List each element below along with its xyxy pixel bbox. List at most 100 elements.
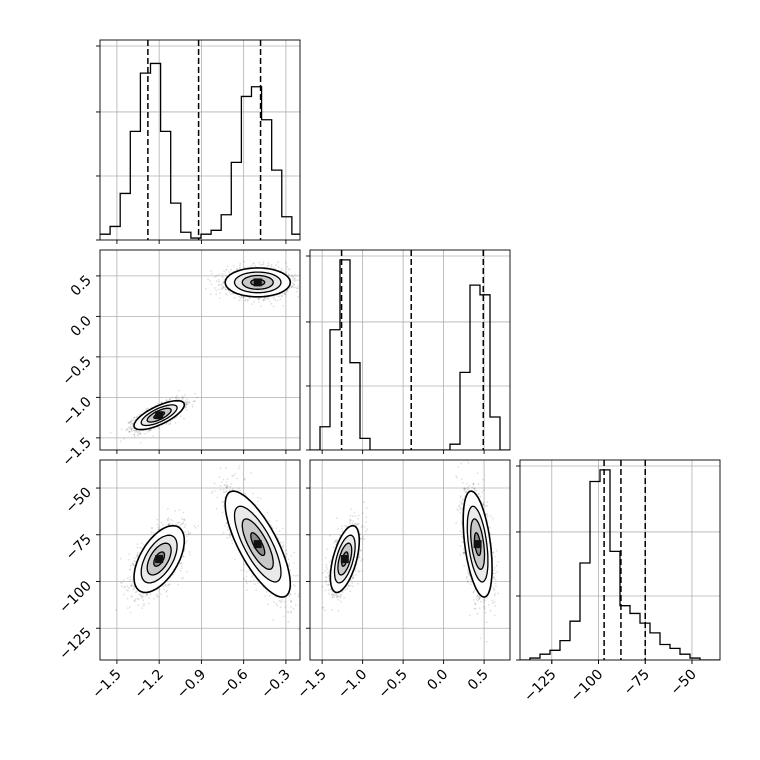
scatter-point	[220, 287, 223, 289]
scatter-point	[123, 593, 125, 596]
scatter-point	[184, 400, 187, 403]
scatter-point	[274, 299, 277, 302]
scatter-point	[136, 551, 139, 554]
scatter-point	[250, 265, 252, 267]
scatter-point	[286, 289, 289, 292]
scatter-point	[184, 519, 186, 522]
scatter-point	[180, 565, 183, 567]
scatter-point	[259, 263, 262, 266]
histogram-bin	[360, 438, 370, 450]
scatter-point	[241, 295, 243, 298]
scatter-point	[215, 289, 218, 292]
histogram-bin	[221, 215, 231, 240]
scatter-point	[182, 556, 185, 558]
scatter-point	[130, 421, 133, 423]
scatter-point	[178, 562, 181, 565]
scatter-point	[171, 396, 174, 399]
scatter-point	[175, 523, 178, 525]
scatter-point	[183, 549, 186, 551]
scatter-point	[174, 421, 177, 424]
scatter-point	[286, 266, 289, 268]
scatter-point	[130, 419, 133, 422]
scatter-point	[181, 517, 183, 520]
scatter-point	[281, 295, 283, 298]
scatter-point	[258, 261, 260, 264]
scatter-point	[224, 288, 227, 291]
scatter-point	[218, 288, 220, 291]
scatter-point	[220, 288, 223, 290]
scatter-point	[132, 563, 134, 565]
scatter-point	[126, 577, 129, 580]
scatter-point	[134, 560, 137, 563]
histogram-bin	[330, 330, 340, 450]
scatter-point	[219, 292, 222, 295]
scatter-point	[222, 286, 225, 288]
scatter-point	[294, 273, 297, 276]
scatter-point	[133, 599, 136, 602]
scatter-point	[165, 398, 168, 401]
scatter-point	[158, 588, 161, 591]
scatter-point	[162, 523, 165, 526]
scatter-point	[142, 599, 145, 602]
scatter-point	[184, 523, 187, 526]
scatter-point	[165, 400, 168, 402]
scatter-point	[129, 420, 132, 423]
scatter-point	[232, 292, 234, 295]
scatter-point	[146, 593, 149, 596]
scatter-point	[130, 429, 133, 432]
scatter-panel-param1-vs-param2	[96, 249, 315, 454]
scatter-point	[137, 604, 140, 607]
scatter-point	[214, 276, 216, 278]
scatter-point	[264, 297, 266, 300]
scatter-point	[223, 270, 226, 273]
scatter-point	[266, 265, 269, 267]
scatter-point	[115, 609, 117, 612]
scatter-point	[269, 300, 271, 303]
scatter-point	[182, 522, 185, 525]
scatter-point	[218, 297, 221, 300]
scatter-point	[217, 279, 220, 281]
scatter-point	[211, 272, 213, 275]
scatter-point	[128, 430, 131, 433]
scatter-point	[225, 275, 228, 277]
scatter-point	[254, 265, 257, 267]
scatter-point	[169, 522, 171, 525]
scatter-point	[282, 305, 285, 307]
scatter-point	[221, 276, 224, 279]
scatter-point	[182, 576, 184, 579]
scatter-point	[248, 297, 251, 300]
scatter-point	[167, 523, 170, 526]
scatter-point	[191, 404, 194, 406]
scatter-point	[296, 287, 298, 290]
scatter-point	[122, 437, 125, 440]
scatter-point	[210, 270, 213, 272]
scatter-point	[226, 265, 229, 268]
scatter-point	[297, 279, 300, 281]
scatter-point	[226, 293, 228, 296]
scatter-point	[133, 433, 136, 436]
scatter-point	[166, 508, 169, 510]
scatter-point	[209, 293, 212, 296]
scatter-point	[160, 521, 163, 524]
scatter-point	[121, 581, 124, 584]
scatter-point	[133, 587, 136, 590]
density-peak	[253, 278, 262, 287]
scatter-point	[291, 285, 294, 288]
scatter-point	[109, 432, 112, 434]
scatter-point	[136, 430, 139, 433]
scatter-point	[135, 590, 138, 593]
scatter-point	[224, 286, 227, 289]
scatter-point	[131, 428, 133, 430]
scatter-point	[182, 555, 185, 558]
scatter-point	[223, 279, 226, 281]
scatter-point	[133, 433, 136, 436]
scatter-point	[270, 265, 273, 268]
scatter-point	[257, 298, 259, 301]
scatter-point	[313, 267, 315, 269]
scatter-point	[168, 399, 171, 401]
scatter-point	[153, 597, 156, 600]
scatter-point	[194, 400, 197, 402]
scatter-point	[130, 428, 133, 430]
scatter-point	[133, 429, 136, 432]
